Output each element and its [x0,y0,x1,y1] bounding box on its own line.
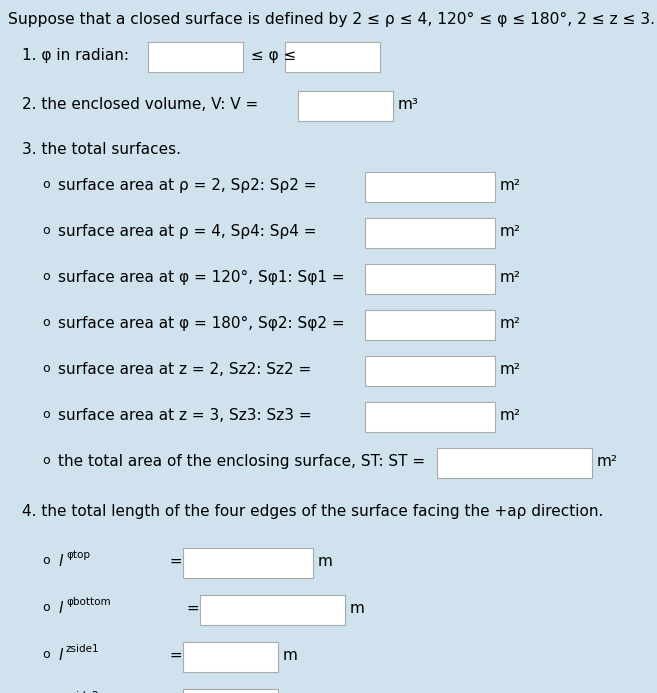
Text: o: o [42,316,50,329]
Bar [183,689,278,693]
Text: l: l [58,601,62,616]
Text: zside1: zside1 [66,644,100,654]
Text: =: = [182,601,200,616]
Text: m²: m² [597,454,618,469]
Text: surface area at φ = 120°, Sφ1: Sφ1 =: surface area at φ = 120°, Sφ1: Sφ1 = [58,270,345,285]
Text: m²: m² [500,316,521,331]
Text: m²: m² [500,224,521,239]
Bar [437,448,592,478]
Bar [298,91,393,121]
Text: m²: m² [500,178,521,193]
Text: l: l [58,554,62,569]
Bar [148,42,243,72]
Text: o: o [42,270,50,283]
Text: surface area at z = 3, Sz3: Sz3 =: surface area at z = 3, Sz3: Sz3 = [58,408,311,423]
Text: o: o [42,454,50,467]
Text: m²: m² [500,270,521,285]
Text: 1. φ in radian:: 1. φ in radian: [22,48,129,63]
Bar [183,642,278,672]
Text: 3. the total surfaces.: 3. the total surfaces. [22,142,181,157]
Text: o: o [42,224,50,237]
Bar [365,310,495,340]
Text: o: o [42,178,50,191]
Text: φtop: φtop [66,550,90,560]
Text: o: o [42,408,50,421]
Text: 2. the enclosed volume, V: V =: 2. the enclosed volume, V: V = [22,97,258,112]
Text: surface area at z = 2, Sz2: Sz2 =: surface area at z = 2, Sz2: Sz2 = [58,362,311,377]
Text: m: m [318,554,333,569]
Text: the total area of the enclosing surface, ST: ST =: the total area of the enclosing surface,… [58,454,425,469]
Bar [365,356,495,386]
Text: m: m [283,648,298,663]
Text: ≤ φ ≤: ≤ φ ≤ [246,48,296,63]
Bar [365,172,495,202]
Text: Suppose that a closed surface is defined by 2 ≤ ρ ≤ 4, 120° ≤ φ ≤ 180°, 2 ≤ z ≤ : Suppose that a closed surface is defined… [8,12,657,27]
Text: surface area at ρ = 2, Sρ2: Sρ2 =: surface area at ρ = 2, Sρ2: Sρ2 = [58,178,317,193]
Bar [285,42,380,72]
Text: m²: m² [500,408,521,423]
Bar [365,218,495,248]
Bar [365,402,495,432]
Text: φbottom: φbottom [66,597,110,607]
Bar [365,264,495,294]
Bar [183,548,313,578]
Text: o: o [42,554,50,567]
Text: surface area at ρ = 4, Sρ4: Sρ4 =: surface area at ρ = 4, Sρ4: Sρ4 = [58,224,317,239]
Text: m: m [350,601,365,616]
Text: =: = [165,648,183,663]
Text: m²: m² [500,362,521,377]
Text: o: o [42,601,50,614]
Text: surface area at φ = 180°, Sφ2: Sφ2 =: surface area at φ = 180°, Sφ2: Sφ2 = [58,316,345,331]
Bar [200,595,345,625]
Text: l: l [58,648,62,663]
Text: o: o [42,648,50,661]
Text: o: o [42,362,50,375]
Text: zside2: zside2 [66,691,100,693]
Text: 4. the total length of the four edges of the surface facing the +aρ direction.: 4. the total length of the four edges of… [22,504,603,519]
Text: =: = [165,554,183,569]
Text: m³: m³ [398,97,419,112]
